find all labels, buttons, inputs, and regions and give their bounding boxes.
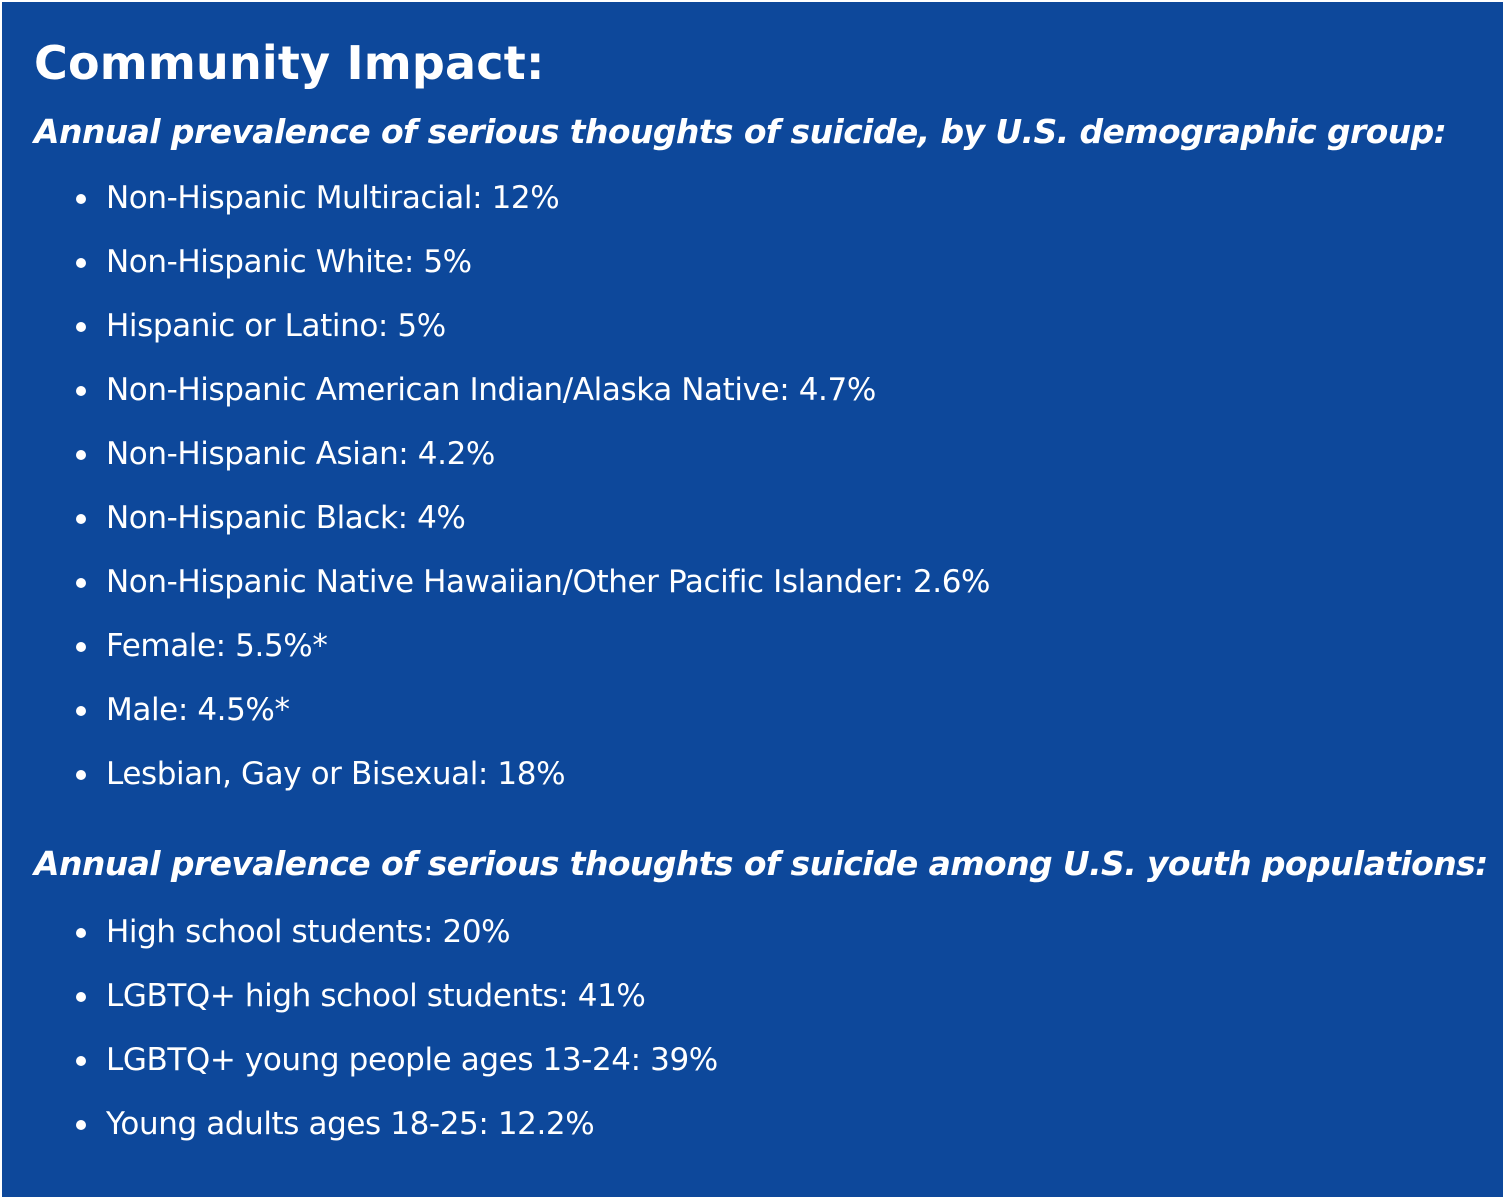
list-item: Young adults ages 18-25: 12.2%: [34, 1104, 1503, 1168]
list-item-text: Non-Hispanic White: 5%: [106, 244, 472, 280]
bullet-icon: [76, 642, 86, 652]
list-item: Hispanic or Latino: 5%: [34, 306, 1503, 370]
list-item-text: Non-Hispanic Asian: 4.2%: [106, 436, 495, 472]
list-item: Non-Hispanic Multiracial: 12%: [34, 178, 1503, 242]
bullet-icon: [76, 706, 86, 716]
list-item-text: Female: 5.5%*: [106, 628, 328, 664]
bullet-icon: [76, 514, 86, 524]
bullet-icon: [76, 450, 86, 460]
list-item-text: Non-Hispanic American Indian/Alaska Nati…: [106, 372, 876, 408]
list-item: Non-Hispanic American Indian/Alaska Nati…: [34, 370, 1503, 434]
bullet-icon: [76, 386, 86, 396]
demographic-list: Non-Hispanic Multiracial: 12% Non-Hispan…: [34, 178, 1503, 818]
list-item: Non-Hispanic Asian: 4.2%: [34, 434, 1503, 498]
list-item-text: Male: 4.5%*: [106, 692, 290, 728]
list-item: Lesbian, Gay or Bisexual: 18%: [34, 754, 1503, 818]
bullet-icon: [76, 928, 86, 938]
list-item-text: LGBTQ+ high school students: 41%: [106, 978, 646, 1014]
bullet-icon: [76, 1120, 86, 1130]
list-item-text: High school students: 20%: [106, 914, 511, 950]
bullet-icon: [76, 322, 86, 332]
bullet-icon: [76, 770, 86, 780]
list-item: Male: 4.5%*: [34, 690, 1503, 754]
list-item-text: Non-Hispanic Native Hawaiian/Other Pacif…: [106, 564, 991, 600]
page-title: Community Impact:: [34, 36, 545, 90]
bullet-icon: [76, 1056, 86, 1066]
list-item: Female: 5.5%*: [34, 626, 1503, 690]
list-item-text: Lesbian, Gay or Bisexual: 18%: [106, 756, 566, 792]
list-item: Non-Hispanic White: 5%: [34, 242, 1503, 306]
list-item: Non-Hispanic Native Hawaiian/Other Pacif…: [34, 562, 1503, 626]
demographic-section-heading: Annual prevalence of serious thoughts of…: [34, 112, 1447, 151]
list-item-text: Young adults ages 18-25: 12.2%: [106, 1106, 595, 1142]
youth-section-heading: Annual prevalence of serious thoughts of…: [34, 844, 1488, 883]
bullet-icon: [76, 194, 86, 204]
list-item: LGBTQ+ high school students: 41%: [34, 976, 1503, 1040]
youth-list: High school students: 20% LGBTQ+ high sc…: [34, 912, 1503, 1168]
list-item-text: LGBTQ+ young people ages 13-24: 39%: [106, 1042, 718, 1078]
list-item-text: Hispanic or Latino: 5%: [106, 308, 446, 344]
list-item-text: Non-Hispanic Multiracial: 12%: [106, 180, 560, 216]
bullet-icon: [76, 992, 86, 1002]
list-item: High school students: 20%: [34, 912, 1503, 976]
bullet-icon: [76, 258, 86, 268]
list-item-text: Non-Hispanic Black: 4%: [106, 500, 466, 536]
list-item: LGBTQ+ young people ages 13-24: 39%: [34, 1040, 1503, 1104]
list-item: Non-Hispanic Black: 4%: [34, 498, 1503, 562]
bullet-icon: [76, 578, 86, 588]
